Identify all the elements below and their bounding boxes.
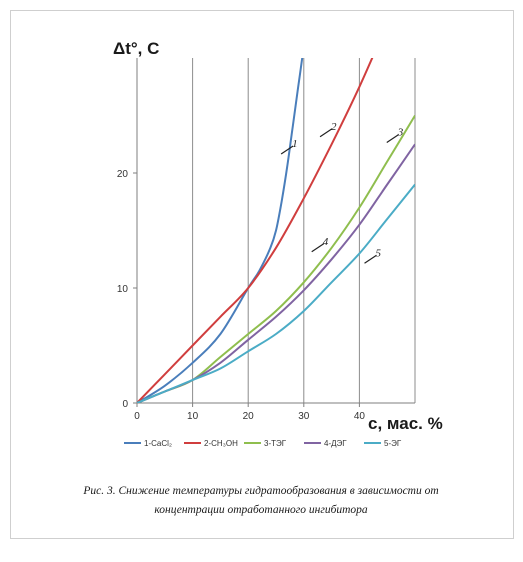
legend: 1-CaCl₂ 2-CH₃OH 3-ТЭГ 4-ДЭГ 5-ЭГ <box>124 439 402 448</box>
caption-line-2: концентрации отработанного ингибитора <box>154 504 368 516</box>
y-axis-title: Δt°, С <box>113 39 159 58</box>
series-line-2 <box>137 58 374 403</box>
x-tick-label-20: 20 <box>243 411 255 422</box>
curve-label-5: 5 <box>376 247 382 259</box>
x-tick-label-30: 30 <box>298 411 310 422</box>
x-tick-label-0: 0 <box>134 411 140 422</box>
legend-label-4: 4-ДЭГ <box>324 439 347 448</box>
caption-line-1: Рис. 3. Снижение температуры гидратообра… <box>83 485 439 497</box>
y-tick-label-0: 0 <box>122 399 128 410</box>
series-lines <box>137 58 415 403</box>
y-tick-label-20: 20 <box>117 169 129 180</box>
series-line-5 <box>137 183 415 403</box>
curve-label-tick-1 <box>280 145 294 155</box>
series-line-1 <box>137 58 304 403</box>
legend-label-2: 2-CH₃OH <box>204 439 238 448</box>
figure-caption: Рис. 3. Снижение температуры гидратообра… <box>20 482 502 520</box>
curve-label-tick-5 <box>364 254 377 264</box>
curve-label-4: 4 <box>323 236 329 248</box>
figure-frame <box>10 10 514 539</box>
curve-label-tick-4 <box>311 243 325 253</box>
x-tick-label-10: 10 <box>187 411 199 422</box>
curve-label-tick-2 <box>319 128 333 138</box>
x-axis-title: с, мас. % <box>368 414 443 433</box>
legend-label-3: 3-ТЭГ <box>264 439 287 448</box>
chart: 0 10 20 0 10 20 30 40 1 2 3 4 5 1-CaCl₂ 2-CH₃OH 3-ТЭГ… <box>113 39 443 448</box>
curve-label-1: 1 <box>292 138 298 150</box>
legend-label-5: 5-ЭГ <box>384 439 402 448</box>
curve-label-2: 2 <box>331 121 337 133</box>
y-tick-label-10: 10 <box>117 284 129 295</box>
curve-label-tick-3 <box>386 134 400 143</box>
legend-label-1: 1-CaCl₂ <box>144 439 172 448</box>
curve-labels: 1 2 3 4 5 <box>280 121 404 264</box>
axes: 0 10 20 0 10 20 30 40 <box>117 58 415 422</box>
curve-label-3: 3 <box>397 127 404 139</box>
x-tick-label-40: 40 <box>354 411 366 422</box>
